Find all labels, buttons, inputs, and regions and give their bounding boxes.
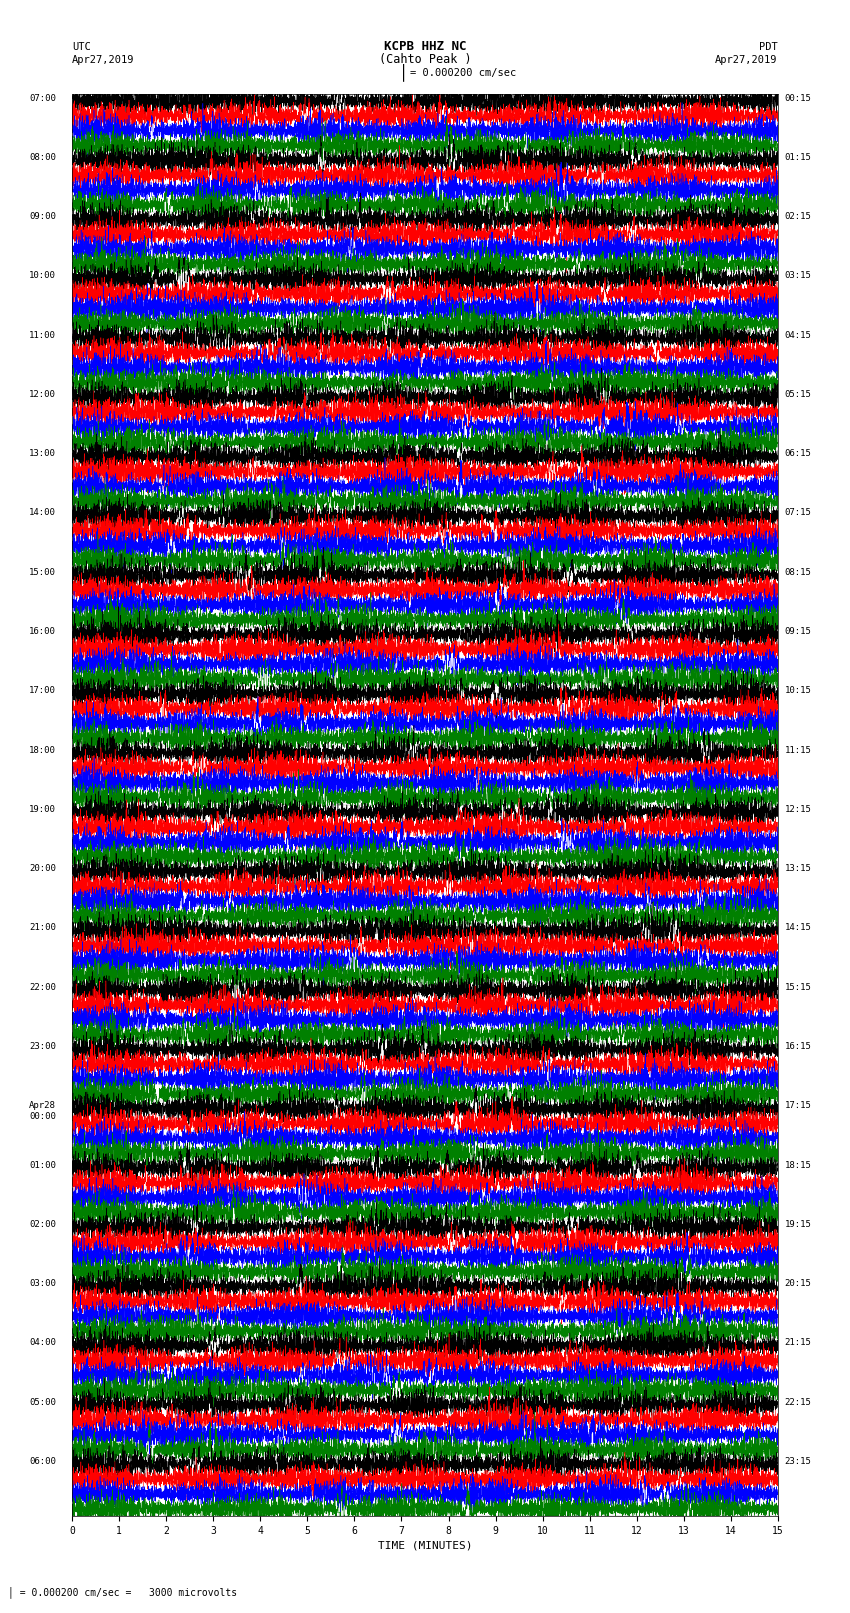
Text: 19:15: 19:15 bbox=[785, 1219, 812, 1229]
Text: 15:15: 15:15 bbox=[785, 982, 812, 992]
Text: 22:00: 22:00 bbox=[29, 982, 56, 992]
Text: 13:15: 13:15 bbox=[785, 865, 812, 873]
Text: Apr27,2019: Apr27,2019 bbox=[715, 55, 778, 65]
Text: 05:00: 05:00 bbox=[29, 1397, 56, 1407]
Text: 19:00: 19:00 bbox=[29, 805, 56, 815]
Text: 09:15: 09:15 bbox=[785, 627, 812, 636]
Text: UTC: UTC bbox=[72, 42, 91, 52]
Text: 08:00: 08:00 bbox=[29, 153, 56, 161]
Text: │: │ bbox=[400, 63, 408, 82]
Text: 12:15: 12:15 bbox=[785, 805, 812, 815]
Text: 12:00: 12:00 bbox=[29, 390, 56, 398]
Text: 16:15: 16:15 bbox=[785, 1042, 812, 1052]
Text: KCPB HHZ NC: KCPB HHZ NC bbox=[383, 40, 467, 53]
Text: (Cahto Peak ): (Cahto Peak ) bbox=[379, 53, 471, 66]
Text: 03:15: 03:15 bbox=[785, 271, 812, 281]
Text: 22:15: 22:15 bbox=[785, 1397, 812, 1407]
Text: 07:15: 07:15 bbox=[785, 508, 812, 518]
Text: 23:00: 23:00 bbox=[29, 1042, 56, 1052]
Text: 23:15: 23:15 bbox=[785, 1457, 812, 1466]
X-axis label: TIME (MINUTES): TIME (MINUTES) bbox=[377, 1540, 473, 1550]
Text: 07:00: 07:00 bbox=[29, 94, 56, 103]
Text: │ = 0.000200 cm/sec =   3000 microvolts: │ = 0.000200 cm/sec = 3000 microvolts bbox=[8, 1586, 238, 1598]
Text: 00:15: 00:15 bbox=[785, 94, 812, 103]
Text: 11:00: 11:00 bbox=[29, 331, 56, 340]
Text: 10:15: 10:15 bbox=[785, 687, 812, 695]
Text: 06:00: 06:00 bbox=[29, 1457, 56, 1466]
Text: 04:00: 04:00 bbox=[29, 1339, 56, 1347]
Text: 14:00: 14:00 bbox=[29, 508, 56, 518]
Text: 18:15: 18:15 bbox=[785, 1161, 812, 1169]
Text: 09:00: 09:00 bbox=[29, 213, 56, 221]
Text: PDT: PDT bbox=[759, 42, 778, 52]
Text: 20:15: 20:15 bbox=[785, 1279, 812, 1289]
Text: 21:00: 21:00 bbox=[29, 923, 56, 932]
Text: 21:15: 21:15 bbox=[785, 1339, 812, 1347]
Text: = 0.000200 cm/sec: = 0.000200 cm/sec bbox=[410, 68, 516, 77]
Text: 15:00: 15:00 bbox=[29, 568, 56, 577]
Text: 06:15: 06:15 bbox=[785, 450, 812, 458]
Text: 17:15: 17:15 bbox=[785, 1102, 812, 1110]
Text: 05:15: 05:15 bbox=[785, 390, 812, 398]
Text: 02:15: 02:15 bbox=[785, 213, 812, 221]
Text: Apr28
00:00: Apr28 00:00 bbox=[29, 1102, 56, 1121]
Text: 14:15: 14:15 bbox=[785, 923, 812, 932]
Text: 18:00: 18:00 bbox=[29, 745, 56, 755]
Text: 08:15: 08:15 bbox=[785, 568, 812, 577]
Text: Apr27,2019: Apr27,2019 bbox=[72, 55, 135, 65]
Text: 20:00: 20:00 bbox=[29, 865, 56, 873]
Text: 16:00: 16:00 bbox=[29, 627, 56, 636]
Text: 02:00: 02:00 bbox=[29, 1219, 56, 1229]
Text: 10:00: 10:00 bbox=[29, 271, 56, 281]
Text: 11:15: 11:15 bbox=[785, 745, 812, 755]
Text: 03:00: 03:00 bbox=[29, 1279, 56, 1289]
Text: 13:00: 13:00 bbox=[29, 450, 56, 458]
Text: 01:00: 01:00 bbox=[29, 1161, 56, 1169]
Text: 04:15: 04:15 bbox=[785, 331, 812, 340]
Text: 17:00: 17:00 bbox=[29, 687, 56, 695]
Text: 01:15: 01:15 bbox=[785, 153, 812, 161]
